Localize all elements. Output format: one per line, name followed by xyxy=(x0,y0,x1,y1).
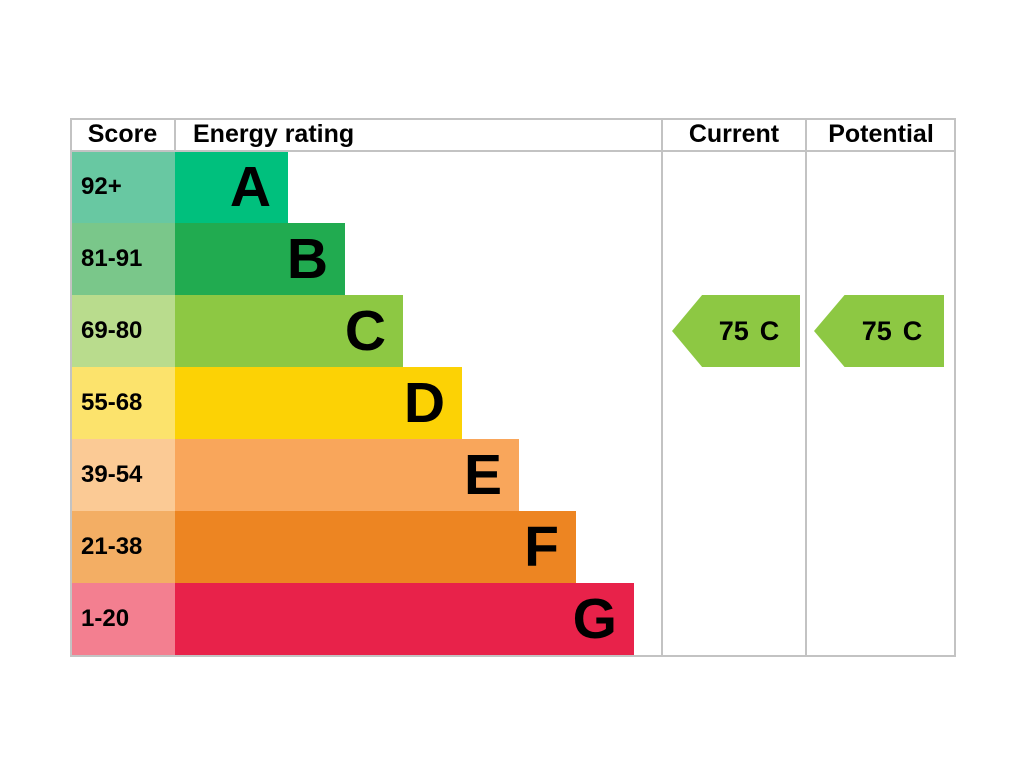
epc-rating-table: Score Energy rating Current Potential 92… xyxy=(70,118,956,657)
header-current: Current xyxy=(688,120,780,148)
band-row-a: 92+ A xyxy=(70,151,956,223)
table-header-divider xyxy=(70,150,956,152)
table-border-bottom xyxy=(70,655,956,657)
band-d-score-range: 55-68 xyxy=(70,367,175,439)
score-column-divider xyxy=(174,118,176,151)
band-b-score-range: 81-91 xyxy=(70,223,175,295)
band-row-g: 1-20 G xyxy=(70,583,956,655)
band-d-letter: D xyxy=(403,370,445,435)
current-rating-arrow: 75 C xyxy=(672,295,800,367)
band-b-letter: B xyxy=(286,226,328,291)
band-d-bar: D xyxy=(175,367,462,439)
current-rating-score: 75 xyxy=(718,315,749,346)
current-rating-letter: C xyxy=(759,315,780,346)
header-score: Score xyxy=(87,120,158,148)
band-b-bar: B xyxy=(175,223,345,295)
band-f-letter: F xyxy=(524,514,559,579)
current-column-divider xyxy=(661,118,663,657)
band-g-bar: G xyxy=(175,583,634,655)
band-f-score-range: 21-38 xyxy=(70,511,175,583)
band-row-b: 81-91 B xyxy=(70,223,956,295)
band-c-score-range: 69-80 xyxy=(70,295,175,367)
potential-rating-arrow: 75 C xyxy=(814,295,944,367)
band-e-bar: E xyxy=(175,439,519,511)
band-row-d: 55-68 D xyxy=(70,367,956,439)
header-energy-rating: Energy rating xyxy=(193,120,355,148)
band-e-letter: E xyxy=(463,442,502,507)
band-c-bar: C xyxy=(175,295,403,367)
band-g-letter: G xyxy=(572,586,617,651)
band-a-bar: A xyxy=(175,151,288,223)
band-row-f: 21-38 F xyxy=(70,511,956,583)
table-border-left xyxy=(70,118,72,657)
header-potential: Potential xyxy=(828,120,934,148)
band-row-e: 39-54 E xyxy=(70,439,956,511)
band-g-score-range: 1-20 xyxy=(70,583,175,655)
band-a-letter: A xyxy=(229,154,271,219)
band-row-c: 69-80 C xyxy=(70,295,956,367)
table-border-top xyxy=(70,118,956,120)
band-a-score-range: 92+ xyxy=(70,151,175,223)
table-border-right xyxy=(954,118,956,657)
potential-column-divider xyxy=(805,118,807,657)
potential-rating-score: 75 xyxy=(861,315,892,346)
band-f-bar: F xyxy=(175,511,576,583)
band-c-letter: C xyxy=(344,298,386,363)
potential-rating-letter: C xyxy=(902,315,923,346)
band-e-score-range: 39-54 xyxy=(70,439,175,511)
